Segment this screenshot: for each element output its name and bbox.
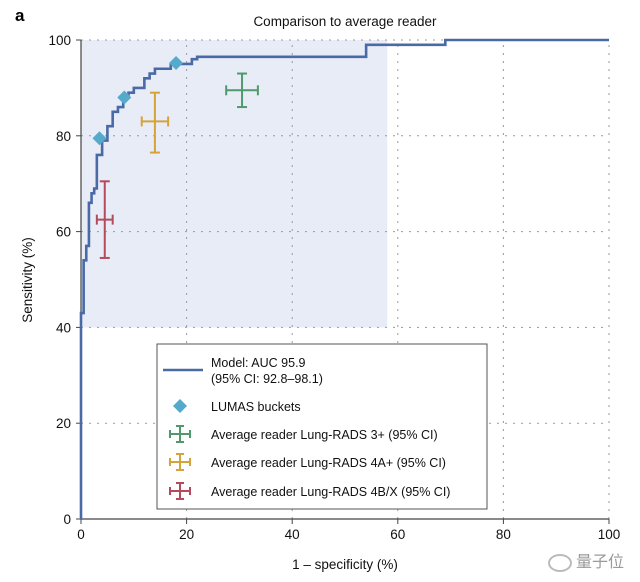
reader-errorbar (95, 180, 114, 259)
reader-errorbar (140, 91, 170, 154)
reader-errorbar (225, 72, 259, 109)
legend-diamond-symbol (173, 399, 187, 413)
x-tick-label: 100 (598, 527, 621, 542)
legend-errorbar-symbol (169, 425, 191, 443)
legend-label: LUMAS buckets (211, 400, 301, 414)
y-tick-label: 20 (56, 416, 71, 431)
shaded-region (81, 40, 388, 328)
y-tick-label: 0 (63, 512, 71, 527)
x-tick-label: 40 (285, 527, 300, 542)
x-tick-label: 60 (390, 527, 405, 542)
lumas-bucket-marker (169, 55, 184, 70)
x-tick-label: 80 (496, 527, 511, 542)
chart-title: Comparison to average reader (253, 14, 437, 29)
legend-errorbar-symbol (169, 453, 191, 471)
legend-label: Average reader Lung-RADS 3+ (95% CI) (211, 428, 438, 442)
y-tick-label: 80 (56, 129, 71, 144)
y-tick-label: 60 (56, 225, 71, 240)
y-axis-label: Sensitivity (%) (20, 237, 35, 323)
legend-label: Average reader Lung-RADS 4A+ (95% CI) (211, 456, 446, 470)
legend-errorbar-symbol (169, 482, 191, 500)
lumas-bucket-marker (92, 131, 107, 146)
legend-box (156, 343, 488, 510)
panel-label: a (15, 6, 25, 25)
wechat-icon (548, 553, 572, 572)
roc-curve-model (79, 38, 609, 519)
x-axis-label: 1 – specificity (%) (292, 557, 398, 572)
y-tick-label: 100 (48, 33, 71, 48)
y-tick-label: 40 (56, 320, 71, 335)
watermark: 量子位 (548, 548, 624, 572)
legend-label: Average reader Lung-RADS 4B/X (95% CI) (211, 485, 450, 499)
lumas-bucket-marker (117, 90, 132, 105)
x-tick-label: 20 (179, 527, 194, 542)
legend-label-line2: (95% CI: 92.8–98.1) (211, 372, 323, 386)
watermark-text: 量子位 (576, 552, 625, 571)
legend-label: Model: AUC 95.9 (211, 356, 306, 370)
x-tick-label: 0 (77, 527, 85, 542)
